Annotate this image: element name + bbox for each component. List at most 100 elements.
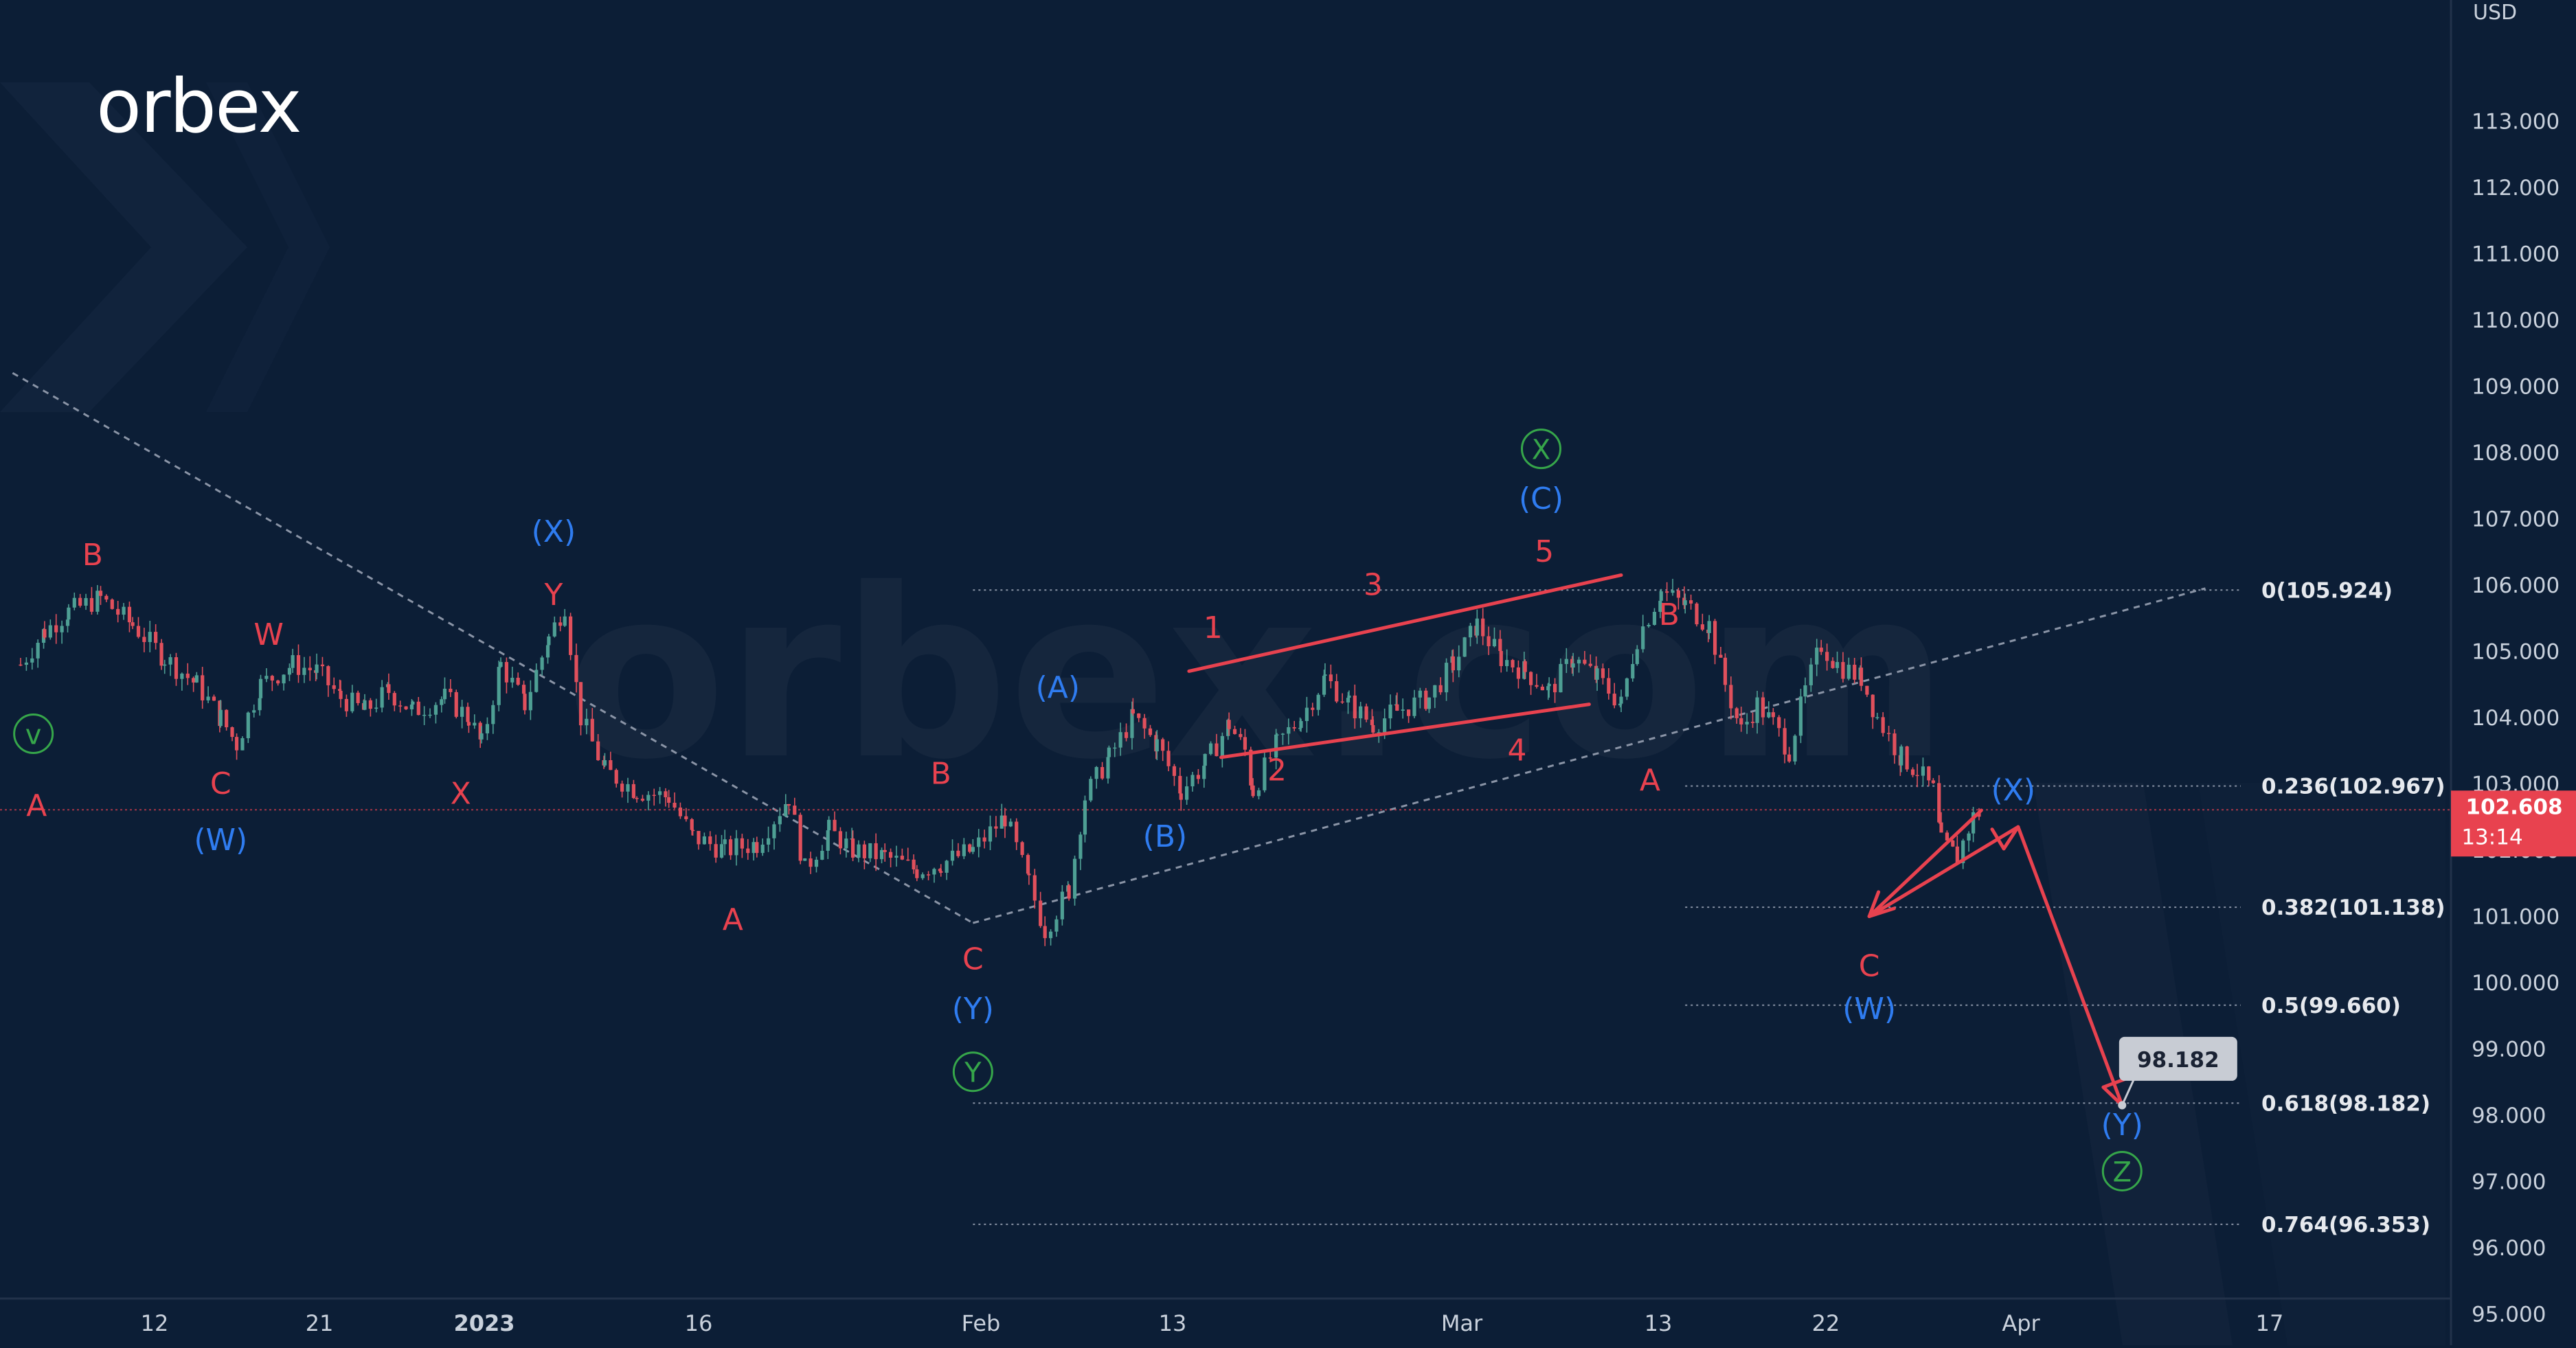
candle-body — [528, 692, 532, 711]
price-tick-label: 112.000 — [2472, 176, 2560, 201]
wave-label-blue: (A) — [1036, 670, 1080, 705]
price-tick-label: 97.000 — [2472, 1169, 2546, 1194]
candle-body — [1939, 822, 1943, 833]
candle-body — [803, 858, 807, 861]
candle-body — [302, 667, 306, 675]
wave-label-green-ring — [1521, 429, 1561, 470]
candle-body — [888, 852, 893, 858]
fib-level-label: 0.236(102.967) — [2261, 775, 2445, 799]
candle-body — [697, 830, 701, 845]
wave-label-green: Y — [952, 1051, 993, 1093]
candle-body — [793, 806, 797, 815]
price-tick-label: 95.000 — [2472, 1302, 2546, 1327]
candle-body — [1559, 663, 1563, 693]
candle-body — [1853, 664, 1857, 680]
candle-body — [1292, 727, 1296, 729]
candle-body — [578, 682, 583, 726]
candle-body — [398, 705, 403, 707]
candle-body — [772, 824, 776, 838]
wave-label-red: A — [1640, 763, 1660, 798]
candle-body — [201, 675, 205, 700]
candle-body — [504, 662, 508, 683]
wave-label-red: W — [253, 617, 284, 652]
candle-body — [766, 838, 771, 845]
wave-label-red: A — [723, 902, 743, 937]
candle-body — [912, 859, 916, 870]
candle-body — [962, 844, 966, 856]
candle-body — [1329, 674, 1333, 681]
candle-body — [1395, 704, 1399, 711]
candle-body — [1359, 706, 1363, 719]
candle-body — [95, 591, 100, 612]
candle-body — [116, 608, 120, 615]
candle-body — [1625, 678, 1629, 697]
candle-body — [1713, 621, 1717, 655]
candle-body — [552, 622, 556, 637]
candle-body — [1671, 590, 1675, 593]
candle-body — [1612, 694, 1616, 706]
candle-body — [24, 662, 28, 665]
price-tick-label: 100.000 — [2472, 971, 2560, 996]
candle-body — [258, 678, 263, 698]
candle-body — [862, 844, 866, 858]
candle-body — [1060, 891, 1064, 919]
wave-label-green-text: X — [1532, 435, 1550, 466]
projection-arrows: 98.182 — [1867, 808, 2237, 1110]
candle-body — [320, 664, 325, 667]
candle-body — [635, 798, 639, 799]
candle-body — [122, 606, 126, 615]
candle-body — [433, 705, 438, 715]
candle-body — [590, 718, 594, 742]
candle-body — [690, 819, 694, 830]
candle-body — [1427, 697, 1431, 709]
candle-body — [1412, 697, 1416, 716]
candle-body — [1166, 751, 1171, 766]
candle-body — [174, 657, 179, 679]
candle-body — [60, 626, 64, 632]
candle-body — [798, 814, 802, 861]
candle-body — [374, 707, 379, 709]
candle-body — [1700, 624, 1704, 630]
candle-body — [631, 784, 635, 799]
candle-body — [276, 681, 280, 684]
candle-body — [988, 826, 993, 842]
candle-body — [1433, 685, 1437, 698]
candle-body — [1179, 793, 1183, 800]
candle-body — [702, 836, 706, 845]
projection-segment — [2016, 825, 2124, 1107]
candle-body — [945, 860, 949, 873]
wave-label-blue: (W) — [194, 823, 247, 858]
time-axis[interactable]: 12 21 2023 16 Feb 13 Mar 13 22 Apr 17 — [141, 1310, 2284, 1336]
channel-line-1 — [1219, 702, 1591, 759]
candle-body — [1540, 686, 1544, 691]
candle-body — [646, 795, 651, 801]
candle-body — [392, 693, 396, 706]
candle-body — [558, 622, 563, 626]
candle-body — [838, 831, 843, 849]
candle-body — [746, 848, 750, 854]
candle-body — [491, 705, 495, 724]
candle-body — [168, 657, 172, 665]
candle-body — [814, 859, 819, 867]
candle-body — [234, 737, 239, 751]
wave-label-green-ring — [952, 1051, 993, 1093]
candle-body — [609, 759, 613, 770]
candle-body — [1280, 733, 1285, 735]
candle-body — [1039, 900, 1043, 926]
candle-body — [1875, 717, 1879, 718]
candle-body — [142, 637, 146, 642]
price-tick-label: 106.000 — [2472, 573, 2560, 598]
candle-body — [999, 815, 1004, 829]
candle-body — [225, 709, 229, 728]
candle-body — [422, 714, 427, 716]
candle-body — [1658, 600, 1662, 612]
projection-segment — [1867, 808, 1983, 918]
candle-body — [752, 842, 756, 854]
wave-label-green-ring — [13, 713, 54, 755]
wave-label-red: C — [210, 766, 231, 801]
candle-body — [1927, 766, 1931, 781]
candle-body — [708, 836, 712, 845]
projection-segment — [1867, 825, 2020, 918]
candle-body — [1131, 709, 1135, 713]
